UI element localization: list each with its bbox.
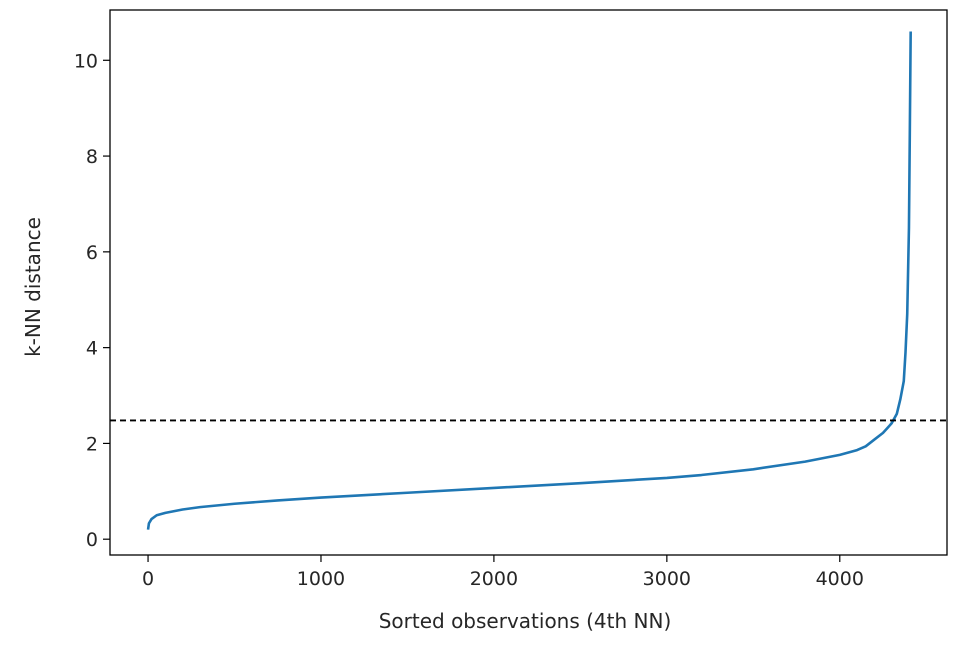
- x-axis-label: Sorted observations (4th NN): [379, 609, 672, 633]
- y-axis-label: k-NN distance: [21, 217, 45, 357]
- y-tick-label-2: 4: [86, 338, 98, 360]
- y-tick-label-0: 0: [86, 529, 98, 551]
- y-tick-label-4: 8: [86, 146, 98, 168]
- y-tick-label-5: 10: [74, 50, 98, 72]
- axes-layer: 0 1000 2000 3000 4000 0 2 4 6 8 10: [74, 9, 948, 590]
- x-tick-label-3: 3000: [643, 568, 691, 590]
- y-tick-label-1: 2: [86, 433, 98, 455]
- plot-content: [110, 31, 947, 530]
- x-tick-label-0: 0: [142, 568, 154, 590]
- y-tick-label-3: 6: [86, 242, 98, 264]
- x-tick-label-4: 4000: [816, 568, 864, 590]
- x-tick-label-1: 1000: [297, 568, 345, 590]
- x-tick-label-2: 2000: [470, 568, 518, 590]
- axes-frame: [109, 9, 948, 556]
- series-line-0: [146, 31, 912, 530]
